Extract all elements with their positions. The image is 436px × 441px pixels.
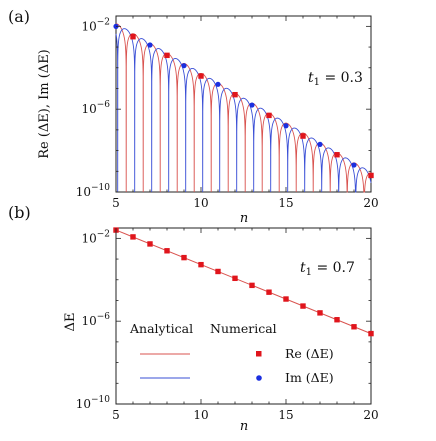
- panel-b: (b) 5 10 15 20 10−2 10−6 10−10 t1 = 0.7 ΔE n A…: [8, 203, 379, 434]
- panel-a-ytick-label: 10−6: [81, 100, 110, 116]
- panel-b-series: [113, 227, 374, 337]
- panel-a-xtick-label: 5: [112, 196, 120, 210]
- panel-b-ytick-label: 10−2: [81, 229, 110, 245]
- panel-a-point-im-1: [147, 42, 153, 48]
- panel-b-point-re-1: [130, 234, 136, 240]
- panel-a-frame: [115, 15, 372, 193]
- panel-b-point-re-3: [164, 248, 170, 254]
- legend-label-im: Im (ΔE): [285, 370, 334, 385]
- panel-b-point-re-4: [181, 254, 187, 261]
- panel-a-point-im-4: [249, 102, 255, 108]
- panel-b-point-re-10: [283, 296, 289, 302]
- panel-b-annotation-sub: 1: [306, 267, 312, 278]
- panel-b-point-re-11: [300, 303, 306, 309]
- panel-b-xtick-label: 10: [193, 408, 208, 422]
- panel-a-point-re-5: [300, 133, 306, 139]
- panel-b-point-re-6: [215, 268, 221, 275]
- legend-marker-re: [256, 351, 262, 357]
- panel-a-point-im-3: [215, 81, 221, 87]
- panel-a-xtick-label: 20: [363, 196, 378, 210]
- panel-b-point-re-12: [317, 310, 323, 316]
- panel-b-point-re-14: [351, 324, 357, 330]
- panel-b-point-re-15: [368, 330, 374, 337]
- panel-a-xtick-label: 15: [278, 196, 293, 210]
- panel-b-xtick-label: 5: [112, 408, 120, 422]
- panel-a-point-re-7: [368, 172, 374, 179]
- panel-a-annotation: t1 = 0.3: [308, 70, 363, 88]
- panel-a-label: (a): [8, 7, 30, 26]
- panel-a-ylabel: Re (ΔE), Im (ΔE): [37, 49, 52, 159]
- panel-b-point-re-8: [249, 282, 255, 289]
- panel-a-point-im-6: [317, 141, 323, 147]
- panel-b-annotation-rest: = 0.7: [312, 260, 355, 276]
- panel-a-point-re-0: [130, 34, 136, 40]
- panel-b-ytick-label: 10−10: [76, 395, 111, 411]
- panel-b-ylabel: ΔE: [63, 313, 78, 332]
- panel-a-point-re-1: [164, 52, 170, 59]
- panel-a-ticks: 5 10 15 20 10−2 10−6 10−10: [76, 16, 379, 210]
- panel-a-point-re-3: [232, 91, 238, 98]
- panel-a-point-im-2: [181, 63, 187, 69]
- panel-a-xlabel: n: [240, 211, 248, 226]
- legend-marker-im: [256, 375, 262, 381]
- panel-a-line-im: [115, 28, 372, 193]
- panel-b-label: (b): [8, 203, 31, 222]
- panel-b-point-re-9: [266, 289, 272, 295]
- panel-b-line-re: [115, 229, 372, 335]
- legend-label-re: Re (ΔE): [285, 346, 334, 361]
- panel-b-point-re-5: [198, 261, 204, 268]
- panel-b-xtick-label: 15: [278, 408, 293, 422]
- panel-b-point-re-2: [147, 241, 153, 247]
- panel-b-frame: [115, 227, 372, 405]
- panel-a-point-im-5: [283, 123, 289, 129]
- panel-a-series: [113, 23, 374, 193]
- panel-a-ytick-label: 10−2: [81, 17, 110, 33]
- panel-b-annotation-main: t: [300, 260, 306, 276]
- panel-a-point-re-4: [266, 112, 272, 119]
- panel-a-point-re-2: [198, 73, 204, 79]
- panel-a-xtick-label: 10: [193, 196, 208, 210]
- panel-a: (a) 5 10 15 20 10−2 10−6 10−10 t1 = 0.3 Re (ΔE…: [8, 7, 379, 226]
- panel-b-xlabel: n: [240, 419, 248, 434]
- panel-b-point-re-13: [334, 317, 340, 323]
- panel-b-ytick-label: 10−6: [81, 312, 110, 328]
- panel-b-ticks: 5 10 15 20 10−2 10−6 10−10: [76, 228, 379, 422]
- panel-a-point-re-6: [334, 152, 340, 158]
- panel-a-annotation-sub: 1: [314, 77, 320, 88]
- legend-header-analytical: Analytical: [129, 321, 193, 336]
- legend-header-numerical: Numerical: [210, 321, 277, 336]
- panel-a-annotation-rest: = 0.3: [320, 70, 363, 86]
- panel-b-xtick-label: 20: [363, 408, 378, 422]
- panel-a-point-im-7: [351, 162, 357, 168]
- legend: Analytical Numerical Re (ΔE) Im (ΔE): [129, 321, 334, 385]
- panel-a-line-re: [116, 23, 371, 193]
- panel-a-ytick-label: 10−10: [76, 183, 111, 199]
- panel-b-annotation: t1 = 0.7: [300, 260, 355, 278]
- panel-a-annotation-main: t: [308, 70, 314, 86]
- panel-b-point-re-7: [232, 275, 238, 282]
